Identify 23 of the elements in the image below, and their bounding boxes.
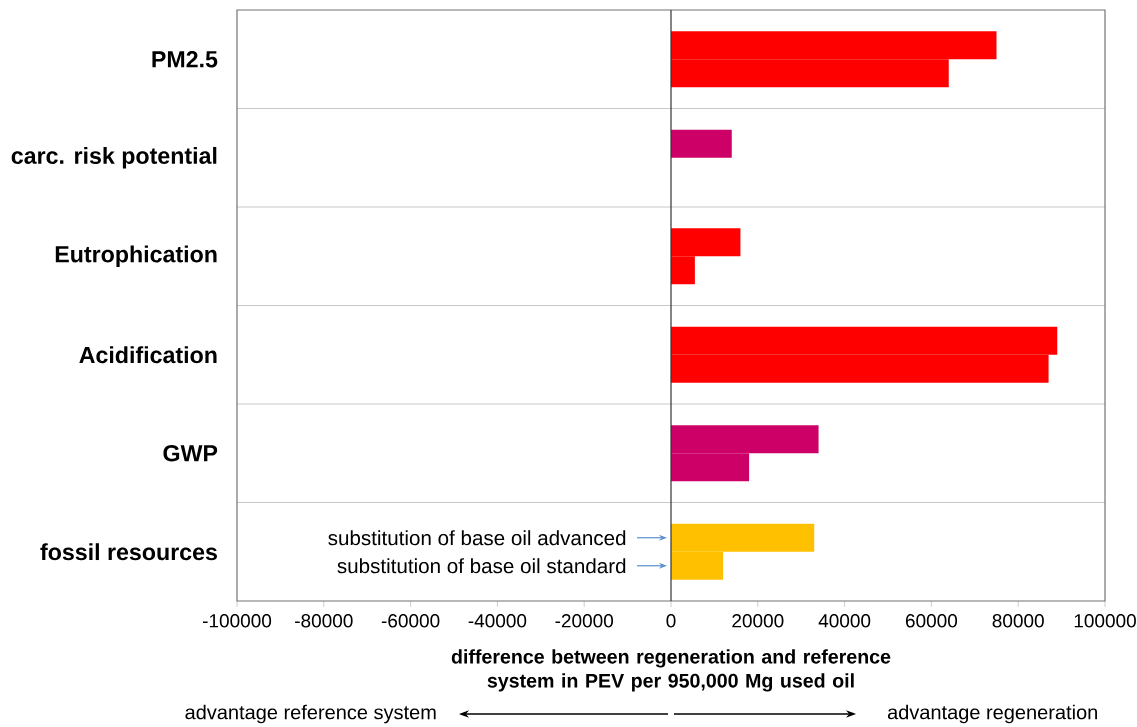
x-tick-label: -20000 (555, 614, 614, 628)
x-tick-label: -100000 (202, 614, 272, 628)
x-tick-label: -60000 (381, 614, 440, 628)
y-tick-label: Eutrophication (55, 245, 217, 268)
y-tick-label: Acidification (79, 346, 217, 364)
text: advantage reference system (185, 704, 436, 724)
y-tick-label: fossil resources (40, 543, 217, 561)
x-tick-label: -40000 (468, 614, 527, 628)
x-axis-title: difference between regeneration and reference system in PEV per 950,000 Mg used oil (451, 649, 891, 692)
y-tick-label: PM2.5 (152, 51, 218, 68)
text: advantage regeneration (887, 704, 1097, 724)
x-tick-label: -80000 (295, 614, 353, 628)
x-tick-label: 20000 (732, 614, 784, 628)
text: substitution of base oil standard (337, 558, 626, 574)
y-tick-label: carc. risk potential (11, 146, 217, 169)
x-tick-label: 100000 (1074, 614, 1136, 628)
text: substitution of base oil advanced (328, 530, 626, 546)
y-tick-label: GWP (163, 445, 218, 462)
x-tick-label: 60000 (905, 614, 958, 628)
x-tick-label: 0 (666, 614, 676, 628)
x-tick-label: 80000 (992, 614, 1044, 628)
bar (671, 129, 732, 158)
x-tick-label: 40000 (818, 614, 871, 628)
